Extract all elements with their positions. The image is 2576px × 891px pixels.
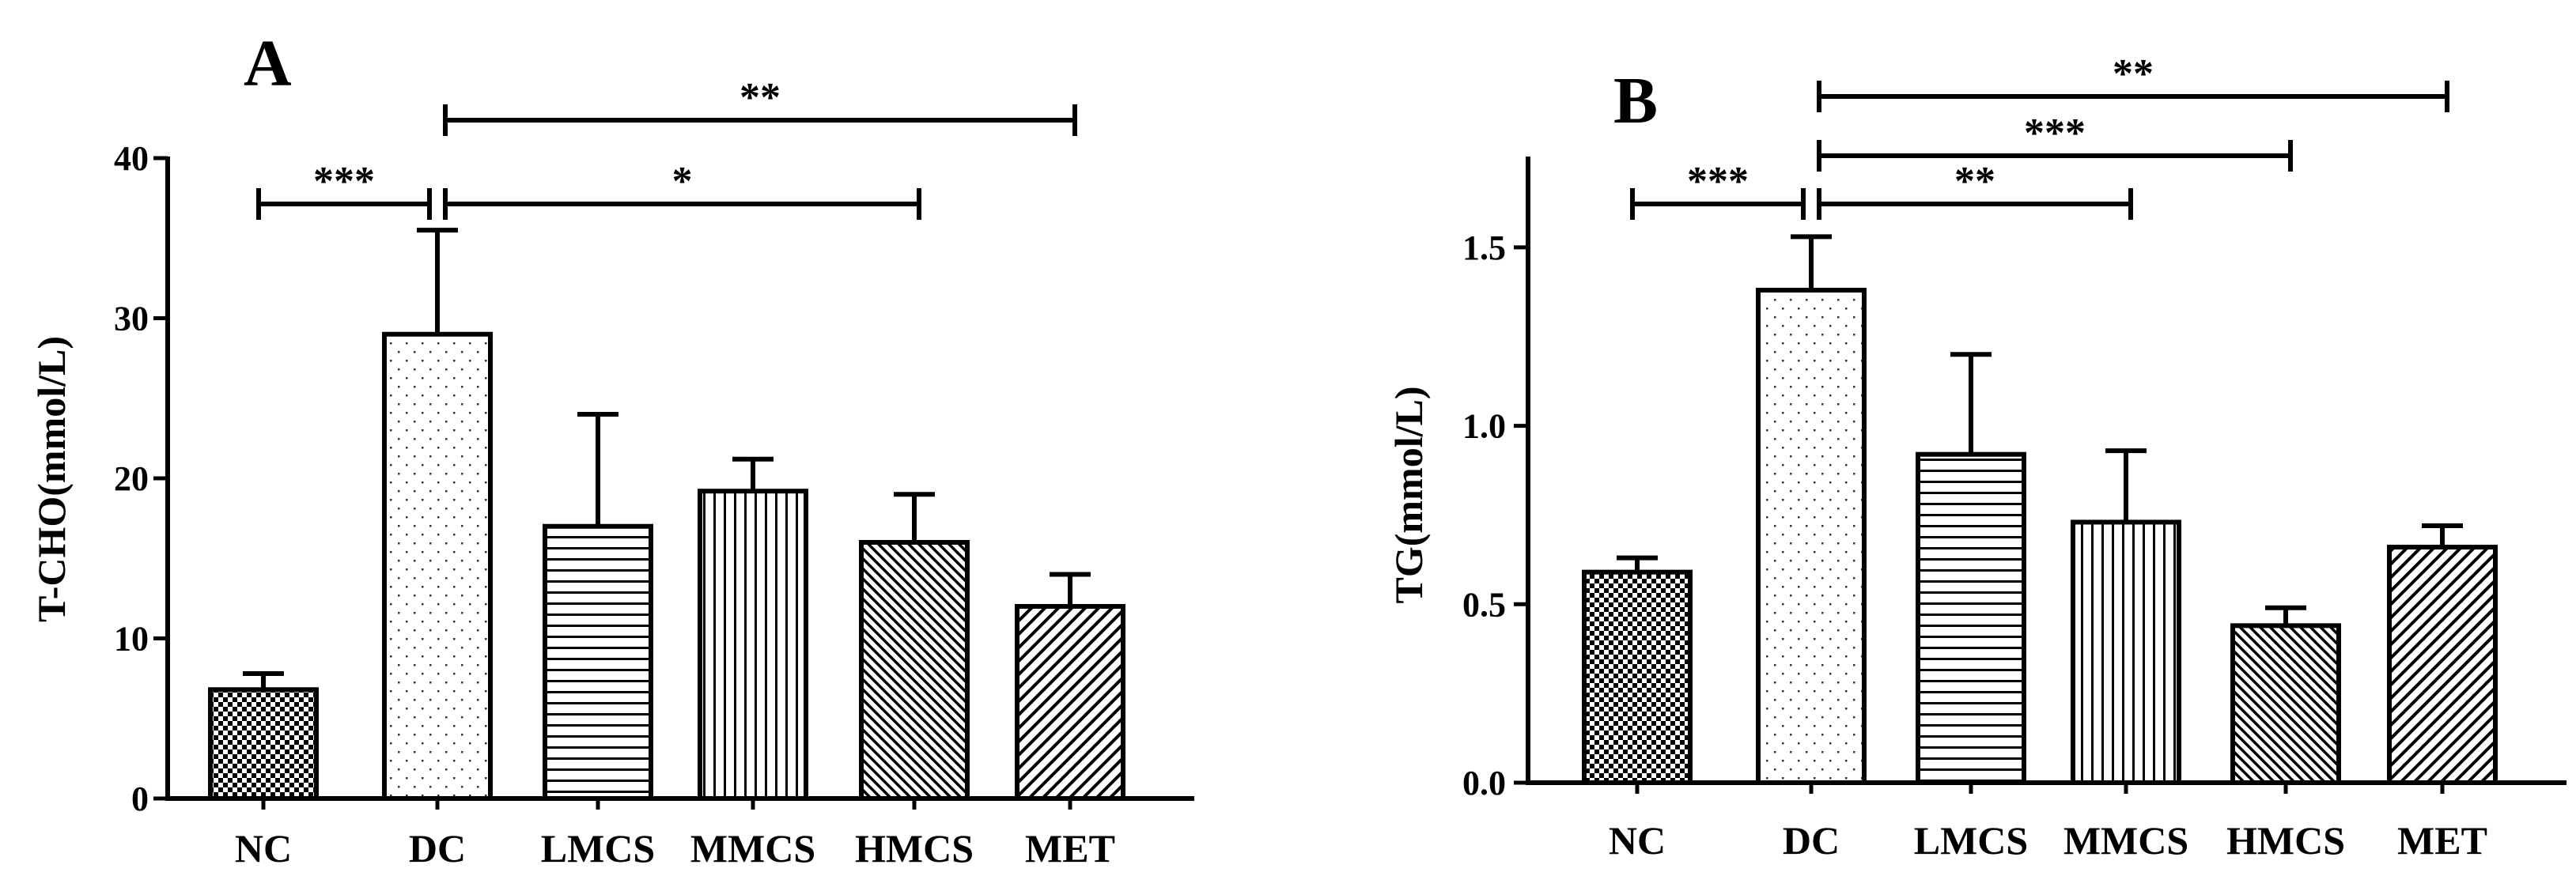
- panel-a-bar-hmcs: [859, 540, 970, 801]
- panel-a-bar-met: [1015, 604, 1125, 801]
- panel-b-category-label-nc: NC: [1609, 818, 1666, 863]
- panel-a-category-label-mmcs: MMCS: [690, 826, 815, 870]
- panel-a-category-label-nc: NC: [235, 826, 292, 870]
- panel-a-y-tick-label: 30: [114, 300, 149, 338]
- panel-a-y-tick-label: 0: [131, 780, 149, 818]
- panel-b-significance-label: **: [2113, 51, 2154, 96]
- panel-a-category-label-hmcs: HMCS: [855, 826, 974, 870]
- panel-a-y-tick-label: 40: [114, 139, 149, 178]
- panel-b-bar-nc: [1582, 569, 1693, 786]
- panel-b-category-label-hmcs: HMCS: [2226, 818, 2345, 863]
- panel-b-bar-lmcs: [1916, 451, 2026, 786]
- panel-b-y-tick-label: 1.5: [1462, 228, 1506, 267]
- panel-b-letter: B: [1613, 64, 1658, 138]
- panel-a-category-label-lmcs: LMCS: [541, 826, 655, 870]
- chart-panel-a: A T-CHO(mmol/L) 0 10 20 30 40 NC DC LMCS MMCS HMC…: [29, 27, 1194, 870]
- panel-b-category-label-lmcs: LMCS: [1914, 818, 2028, 863]
- panel-a-y-axis-title: T-CHO(mmol/L): [29, 336, 74, 622]
- panel-a-letter: A: [244, 27, 292, 100]
- panel-b-category-label-dc: DC: [1783, 818, 1840, 863]
- panel-b-bar-hmcs: [2230, 623, 2341, 785]
- panel-b-significance-label: ***: [1687, 159, 1749, 204]
- chart-panel-b: B TG(mmol/L) 0.0 0.5 1.0 1.5 NC DC LMCS MMCS HMC…: [1386, 51, 2567, 863]
- panel-a-category-label-dc: DC: [409, 826, 466, 870]
- panel-a-category-label-met: MET: [1025, 826, 1115, 870]
- panel-b-y-axis-title: TG(mmol/L): [1386, 387, 1431, 604]
- panel-a-significance-label: ***: [313, 159, 375, 204]
- panel-b-marks: 0.00.51.01.5NC DC LMCS MMCS HMCS MET*** ******…: [1462, 51, 2567, 863]
- panel-a-y-tick-label: 20: [114, 459, 149, 498]
- panel-b-bar-mmcs: [2071, 519, 2181, 785]
- panel-b-bar-dc: [1756, 288, 1867, 785]
- panel-a-significance-label: **: [740, 75, 781, 120]
- panel-a-bar-nc: [208, 687, 319, 801]
- panel-a-bar-mmcs: [698, 489, 808, 801]
- panel-b-significance-label: ***: [2024, 111, 2086, 156]
- panel-b-bar-met: [2387, 545, 2498, 785]
- panel-b-y-tick-label: 1.0: [1462, 407, 1506, 446]
- panel-a-significance-label: *: [672, 159, 693, 204]
- panel-a-bar-dc: [382, 331, 493, 801]
- panel-b-category-label-met: MET: [2397, 818, 2487, 863]
- panel-a-bar-lmcs: [543, 523, 653, 801]
- panel-b-category-label-mmcs: MMCS: [2063, 818, 2188, 863]
- panel-a-y-tick-label: 10: [114, 620, 149, 659]
- panel-b-y-tick-label: 0.0: [1462, 764, 1506, 802]
- panel-b-significance-label: **: [1954, 159, 1995, 204]
- panel-b-y-tick-label: 0.5: [1462, 585, 1506, 624]
